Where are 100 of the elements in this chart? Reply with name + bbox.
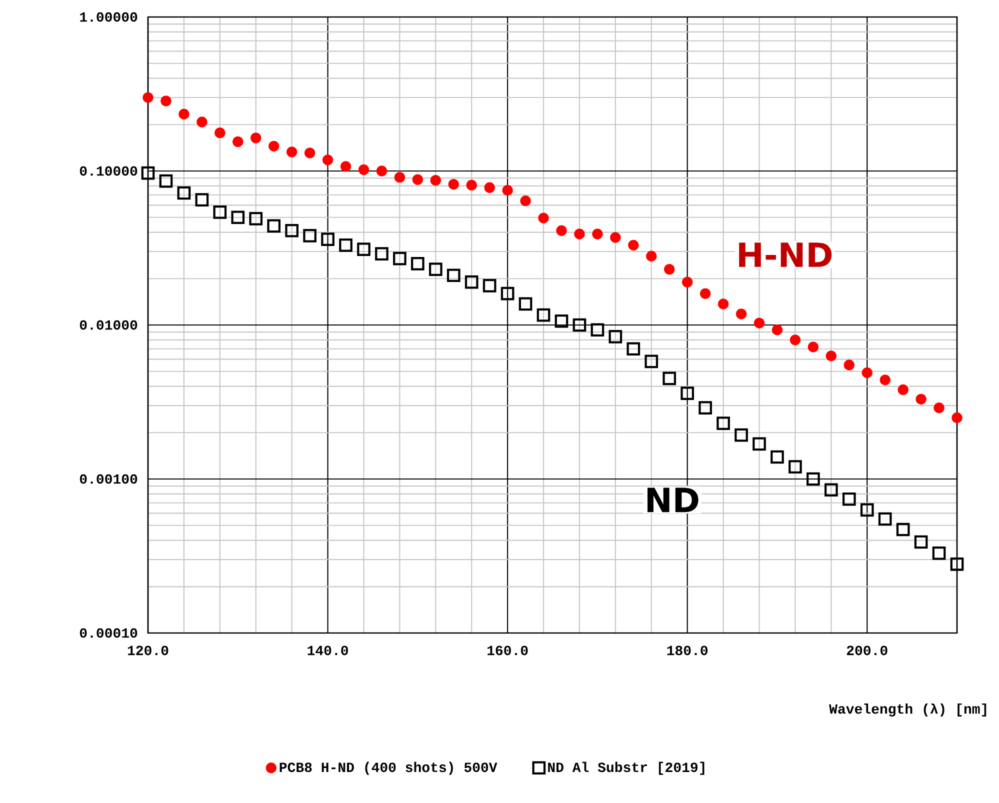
y-tick-label: 0.00100 xyxy=(80,474,138,484)
point xyxy=(808,342,819,352)
point xyxy=(734,428,748,442)
point xyxy=(824,483,838,497)
x-axis-title: Wavelength (λ) [nm] xyxy=(829,703,986,717)
annotation: H-ND xyxy=(739,242,832,267)
point xyxy=(628,240,639,250)
legend-label: ND Al Substr [2019] xyxy=(548,762,704,775)
y-tick-label: 1.00000 xyxy=(80,12,138,22)
point xyxy=(772,324,783,336)
point xyxy=(556,225,567,236)
point xyxy=(770,450,784,464)
point xyxy=(896,522,910,536)
point xyxy=(574,228,585,240)
x-tick-label: 200.0 xyxy=(846,646,888,656)
point xyxy=(536,308,550,322)
point xyxy=(716,416,730,430)
point xyxy=(303,229,316,242)
point xyxy=(411,257,424,270)
point xyxy=(375,247,388,260)
point xyxy=(268,140,280,152)
point xyxy=(806,472,820,486)
point xyxy=(644,354,658,368)
x-tick-label: 140.0 xyxy=(308,646,348,656)
point xyxy=(718,298,729,310)
point xyxy=(736,308,747,320)
point xyxy=(520,196,531,206)
point xyxy=(862,367,872,378)
x-tick-label: 120.0 xyxy=(128,646,168,656)
point xyxy=(340,161,352,172)
point xyxy=(788,460,802,474)
point xyxy=(592,228,603,240)
point xyxy=(860,503,874,517)
point xyxy=(195,193,209,206)
point xyxy=(646,250,657,262)
point xyxy=(538,212,549,224)
point xyxy=(267,219,281,233)
annotation: ND xyxy=(648,488,698,512)
point xyxy=(231,210,245,224)
point xyxy=(518,297,532,311)
point xyxy=(554,314,568,328)
point xyxy=(141,166,155,180)
point xyxy=(304,148,316,158)
point xyxy=(754,318,765,328)
point xyxy=(898,384,908,396)
point xyxy=(214,127,226,138)
point xyxy=(466,180,477,190)
point xyxy=(376,166,388,176)
point xyxy=(249,212,263,226)
point xyxy=(950,557,964,571)
point xyxy=(662,372,676,386)
y-tick-label: 0.01000 xyxy=(80,320,138,330)
point xyxy=(700,288,711,299)
legend-label: PCB8 H-ND (400 shots) 500V xyxy=(280,762,498,775)
point xyxy=(339,238,352,252)
point xyxy=(394,172,406,183)
point xyxy=(608,330,622,344)
point xyxy=(752,437,766,451)
point xyxy=(446,268,460,282)
point xyxy=(880,374,890,386)
point xyxy=(322,154,334,166)
x-tick-label: 160.0 xyxy=(488,646,528,656)
y-tick-label: 0.10000 xyxy=(80,166,138,176)
point xyxy=(500,286,514,300)
point xyxy=(159,174,173,188)
point xyxy=(213,206,227,219)
point xyxy=(610,232,621,243)
point xyxy=(142,92,154,103)
point xyxy=(590,323,604,337)
point xyxy=(482,279,496,292)
point xyxy=(357,242,370,256)
point xyxy=(680,386,694,400)
point xyxy=(321,232,334,246)
point xyxy=(698,401,712,414)
point xyxy=(934,402,944,414)
point xyxy=(464,275,478,289)
point xyxy=(626,342,640,356)
point xyxy=(178,108,190,120)
point xyxy=(286,146,298,158)
point xyxy=(358,164,370,176)
point xyxy=(160,96,172,106)
point xyxy=(502,184,513,196)
point xyxy=(428,262,442,276)
point xyxy=(790,334,801,346)
point xyxy=(826,350,836,362)
y-tick-label: 0.00010 xyxy=(80,628,138,638)
point xyxy=(916,394,926,404)
point xyxy=(285,224,298,238)
point xyxy=(430,174,441,186)
point xyxy=(393,252,406,266)
point xyxy=(664,264,675,275)
point xyxy=(484,182,495,193)
point xyxy=(878,512,892,526)
x-tick-label: 180.0 xyxy=(667,646,708,656)
point xyxy=(448,178,459,190)
point xyxy=(177,186,191,200)
point xyxy=(952,412,962,424)
point xyxy=(412,174,424,185)
point xyxy=(572,318,586,332)
point xyxy=(844,360,854,370)
